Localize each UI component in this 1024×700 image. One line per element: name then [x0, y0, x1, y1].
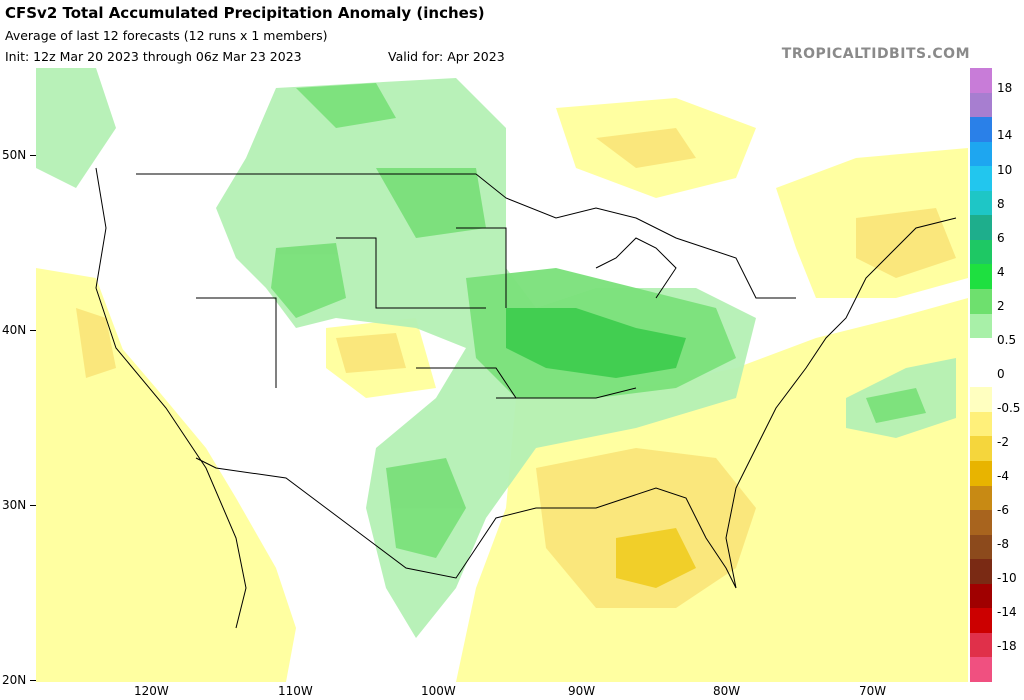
colorbar-segment — [970, 190, 992, 216]
lat-tick — [30, 680, 36, 681]
lon-label-100w: 100W — [421, 684, 456, 698]
colorbar-label: 18 — [997, 81, 1013, 95]
colorbar — [970, 68, 992, 683]
colorbar-segment — [970, 92, 992, 118]
brand-watermark: TROPICALTIDBITS.COM — [781, 46, 970, 62]
colorbar-label: 2 — [997, 299, 1005, 313]
strong-dry-fill — [616, 528, 696, 588]
colorbar-segment — [970, 264, 992, 290]
colorbar-segment — [970, 608, 992, 634]
moderate-dry-fill — [76, 128, 956, 608]
colorbar-label: -18 — [997, 639, 1017, 653]
colorbar-segment — [970, 166, 992, 192]
lon-label-70w: 70W — [859, 684, 887, 698]
lon-label-120w: 120W — [134, 684, 169, 698]
colorbar-segment — [970, 68, 992, 94]
colorbar-label: -2 — [997, 435, 1009, 449]
colorbar-label: -10 — [997, 571, 1017, 585]
lon-label-110w: 110W — [278, 684, 313, 698]
lat-tick — [30, 155, 36, 156]
lat-label-30n: 30N — [2, 498, 27, 512]
colorbar-segment — [970, 313, 992, 339]
colorbar-label: -6 — [997, 503, 1009, 517]
valid-time: Valid for: Apr 2023 — [388, 49, 505, 64]
lat-label-20n: 20N — [2, 673, 27, 687]
strong-wet-fill — [506, 308, 686, 378]
colorbar-segment — [970, 436, 992, 462]
lon-label-80w: 80W — [713, 684, 741, 698]
colorbar-segment — [970, 583, 992, 609]
colorbar-label: 6 — [997, 231, 1005, 245]
lat-tick — [30, 330, 36, 331]
colorbar-segment — [970, 338, 992, 364]
colorbar-segment — [970, 657, 992, 683]
colorbar-segment — [970, 460, 992, 486]
colorbar-segment — [970, 215, 992, 241]
map-title: CFSv2 Total Accumulated Precipitation An… — [5, 4, 485, 22]
colorbar-label: -14 — [997, 605, 1017, 619]
colorbar-segment — [970, 387, 992, 413]
colorbar-label: -0.5 — [997, 401, 1021, 415]
lon-label-90w: 90W — [568, 684, 596, 698]
coastline-borders — [95, 167, 957, 629]
precip-anomaly-map — [36, 68, 968, 682]
colorbar-segment — [970, 239, 992, 265]
colorbar-segment — [970, 559, 992, 585]
colorbar-segment — [970, 362, 992, 388]
colorbar-label: 8 — [997, 197, 1005, 211]
colorbar-label: 10 — [997, 163, 1013, 177]
map-subtitle: Average of last 12 forecasts (12 runs x … — [5, 28, 328, 43]
colorbar-segment — [970, 289, 992, 315]
colorbar-segment — [970, 117, 992, 143]
colorbar-segment — [970, 632, 992, 658]
colorbar-segment — [970, 485, 992, 511]
colorbar-label: 14 — [997, 128, 1013, 142]
colorbar-segment — [970, 534, 992, 560]
colorbar-label: 0 — [997, 367, 1005, 381]
lat-tick — [30, 505, 36, 506]
colorbar-label: 4 — [997, 265, 1005, 279]
lat-label-40n: 40N — [2, 323, 27, 337]
lat-label-50n: 50N — [2, 148, 27, 162]
colorbar-segment — [970, 510, 992, 536]
colorbar-label: -4 — [997, 469, 1009, 483]
colorbar-label: 0.5 — [997, 333, 1017, 347]
colorbar-label: -8 — [997, 537, 1009, 551]
init-time: Init: 12z Mar 20 2023 through 06z Mar 23… — [5, 49, 302, 64]
colorbar-segment — [970, 411, 992, 437]
colorbar-segment — [970, 141, 992, 167]
